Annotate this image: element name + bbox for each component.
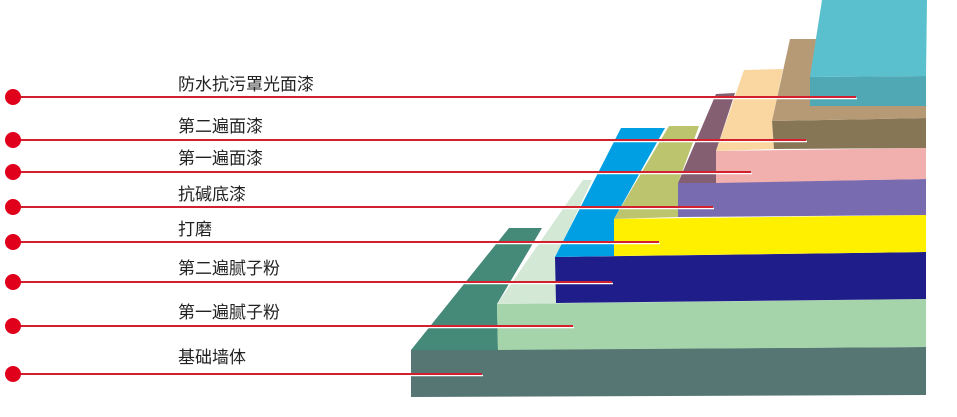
layer-label: 基础墙体 <box>178 348 246 368</box>
layer-label: 第一遍腻子粉 <box>178 303 280 323</box>
layer-7-front-face <box>497 299 926 350</box>
layer-5-front-face <box>614 215 926 256</box>
layer-3-front-face <box>716 148 926 183</box>
layer-8-top-face <box>411 228 542 350</box>
bullet-dot <box>5 366 21 382</box>
layer-6-top-face <box>555 128 665 257</box>
layer-2-top-face <box>772 39 926 121</box>
layer-1-front-face <box>810 76 926 106</box>
layer-label: 第二遍面漆 <box>178 117 263 137</box>
layer-4-front-face <box>678 179 926 217</box>
layer-2-front-face <box>772 118 926 149</box>
layer-label: 第一遍面漆 <box>178 149 263 169</box>
layer-4-top-face <box>678 93 735 183</box>
bullet-dot <box>5 164 21 180</box>
layer-6-front-face <box>555 252 926 303</box>
bullet-dot <box>5 318 21 334</box>
layer-1-top-face <box>810 0 927 77</box>
layer-label: 第二遍腻子粉 <box>178 259 280 279</box>
layer-label: 防水抗污罩光面漆 <box>178 75 314 95</box>
bullet-dot <box>5 274 21 290</box>
layer-label: 打磨 <box>178 220 212 240</box>
layer-8-front-face <box>411 347 926 397</box>
bullet-dot <box>5 89 21 105</box>
layer-label: 抗碱底漆 <box>178 185 246 205</box>
bullet-dot <box>5 132 21 148</box>
layer-3-top-face <box>716 69 783 151</box>
bullet-dot <box>5 234 21 250</box>
bullet-dot <box>5 199 21 215</box>
